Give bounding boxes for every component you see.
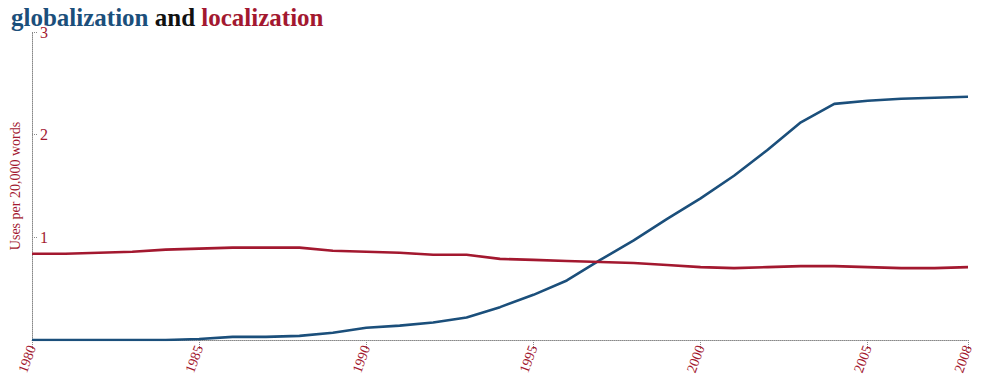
svg-text:and: and bbox=[155, 4, 195, 31]
svg-text:localization: localization bbox=[201, 4, 323, 31]
svg-text:1990: 1990 bbox=[350, 343, 374, 374]
svg-text:2005: 2005 bbox=[851, 343, 875, 374]
svg-text:2008: 2008 bbox=[951, 343, 975, 374]
svg-text:1: 1 bbox=[40, 229, 48, 246]
svg-text:Uses per 20,000 words: Uses per 20,000 words bbox=[8, 122, 23, 250]
svg-text:1980: 1980 bbox=[15, 343, 39, 374]
svg-text:3: 3 bbox=[40, 23, 48, 41]
svg-text:1985: 1985 bbox=[183, 343, 207, 374]
svg-text:1995: 1995 bbox=[517, 343, 541, 374]
svg-text:2000: 2000 bbox=[684, 343, 708, 374]
svg-text:2: 2 bbox=[40, 126, 48, 143]
svg-text:globalization: globalization bbox=[11, 4, 149, 31]
